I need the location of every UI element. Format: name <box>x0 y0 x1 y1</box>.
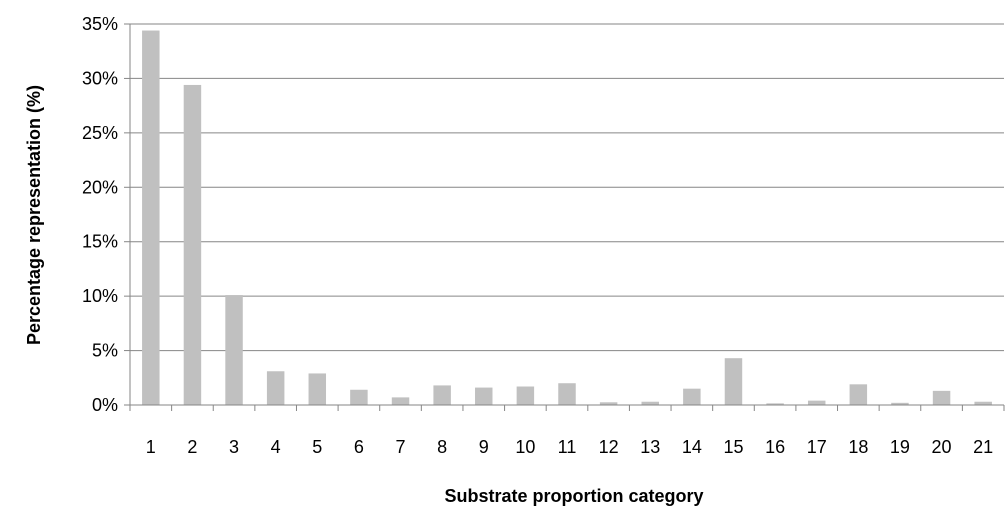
bar-5 <box>308 373 327 405</box>
y-tick-label: 35% <box>82 14 118 34</box>
x-tick-label: 10 <box>515 437 535 457</box>
y-tick-labels: 0% 5% 10% 15% 20% 25% 30% 35% <box>82 14 118 415</box>
x-tick-label: 17 <box>807 437 827 457</box>
x-tick-label: 15 <box>723 437 743 457</box>
x-tick-label: 1 <box>146 437 156 457</box>
x-tick-label: 11 <box>558 437 577 457</box>
bar-6 <box>350 389 368 405</box>
y-tick-label: 25% <box>82 123 118 143</box>
bar-15 <box>724 358 743 405</box>
x-tick-label: 14 <box>682 437 702 457</box>
x-tick-label: 16 <box>765 437 785 457</box>
x-tick-label: 6 <box>354 437 364 457</box>
x-tick-label: 19 <box>890 437 910 457</box>
bar-4 <box>266 371 285 405</box>
bar-20 <box>932 390 951 405</box>
bar-2 <box>183 84 202 406</box>
y-tick-label: 30% <box>82 68 118 88</box>
bar-10 <box>516 386 535 405</box>
bar-11 <box>558 383 576 405</box>
x-tick-label: 9 <box>479 437 489 457</box>
y-axis-title: Percentage representation (%) <box>24 85 44 345</box>
bar-9 <box>475 387 493 405</box>
gridlines <box>130 23 1004 352</box>
x-axis-title: Substrate proportion category <box>444 486 703 506</box>
bar-7 <box>391 397 410 405</box>
y-tick-label: 10% <box>82 286 118 306</box>
x-tick-label: 21 <box>973 437 993 457</box>
bar-17 <box>807 400 826 405</box>
y-tick-label: 20% <box>82 177 118 197</box>
x-tick-label: 2 <box>187 437 197 457</box>
bar-3 <box>225 295 243 405</box>
bar-18 <box>849 384 868 405</box>
x-tick-label: 5 <box>312 437 322 457</box>
bar-14 <box>683 388 701 405</box>
x-tick-label: 3 <box>229 437 239 457</box>
bar-13 <box>641 401 659 405</box>
x-tick-label: 7 <box>396 437 406 457</box>
bar-21 <box>974 401 992 405</box>
bar-19 <box>891 402 909 405</box>
x-tick-label: 4 <box>271 437 281 457</box>
x-tick-label: 8 <box>437 437 447 457</box>
bar-16 <box>766 403 784 405</box>
bars <box>142 30 992 406</box>
x-tick-labels: 1 2 3 4 5 6 7 8 9 10 11 12 13 14 15 16 17 18 19 20 21 <box>146 437 993 457</box>
bar-12 <box>599 402 618 405</box>
x-tick-label: 18 <box>848 437 868 457</box>
x-tick-label: 12 <box>599 437 619 457</box>
bar-8 <box>433 385 451 405</box>
y-tick-label: 15% <box>82 232 118 252</box>
axes <box>124 23 1005 411</box>
x-tick-label: 20 <box>932 437 952 457</box>
bar-1 <box>142 30 160 405</box>
x-tick-label: 13 <box>640 437 660 457</box>
y-tick-label: 0% <box>92 395 118 415</box>
y-tick-label: 5% <box>92 341 118 361</box>
